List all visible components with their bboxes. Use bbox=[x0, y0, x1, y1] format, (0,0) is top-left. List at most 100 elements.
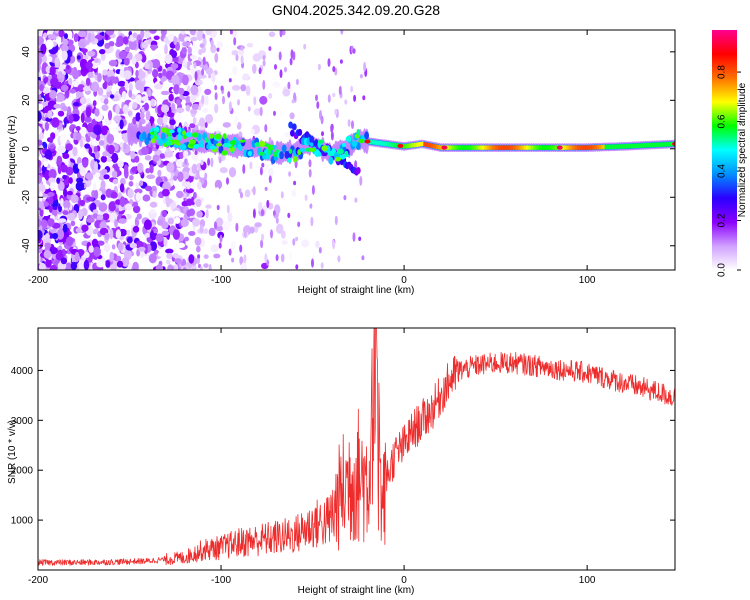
heatmap-noise-cell bbox=[80, 112, 85, 124]
heatmap-noise-cell bbox=[38, 36, 44, 46]
heatmap-noise-cell bbox=[301, 239, 310, 248]
heatmap-noise-cell bbox=[58, 30, 65, 38]
heatmap-ridge-core bbox=[578, 145, 582, 150]
heatmap-noise-cell bbox=[61, 50, 68, 61]
heatmap-ridge-core bbox=[386, 142, 389, 147]
heatmap-noise-cell bbox=[48, 206, 53, 213]
heatmap-noise-cell bbox=[144, 233, 151, 238]
heatmap-noise-cell bbox=[99, 49, 106, 55]
heatmap-noise-cell bbox=[141, 41, 149, 49]
heatmap-ridge-core bbox=[449, 145, 452, 150]
heatmap-ridge-blob bbox=[254, 142, 261, 147]
heatmap-ridge-blob bbox=[287, 157, 292, 163]
heatmap-ridge-core bbox=[496, 145, 499, 150]
heatmap-noise-cell bbox=[48, 196, 54, 206]
heatmap-noise-cell bbox=[204, 99, 209, 105]
heatmap-noise-cell bbox=[317, 63, 321, 71]
heatmap-noise-cell bbox=[60, 84, 69, 92]
heatmap-noise-cell bbox=[227, 212, 233, 223]
heatmap-ridge-core bbox=[498, 145, 501, 150]
heatmap-noise-cell bbox=[259, 106, 263, 117]
heatmap-noise-cell bbox=[210, 244, 219, 253]
heatmap-noise-cell bbox=[229, 30, 233, 35]
heatmap-noise-cell bbox=[79, 96, 87, 105]
heatmap-noise-cell bbox=[68, 114, 74, 124]
heatmap-noise-cell bbox=[64, 33, 68, 40]
heatmap-noise-cell bbox=[149, 44, 159, 50]
heatmap-ridge-core bbox=[527, 145, 530, 150]
heatmap-noise-cell bbox=[261, 233, 264, 241]
heatmap-noise-cell bbox=[202, 56, 206, 66]
heatmap-noise-cell bbox=[116, 35, 125, 47]
heatmap-noise-cell bbox=[111, 152, 119, 163]
heatmap-noise-cell bbox=[116, 255, 122, 262]
heatmap-noise-cell bbox=[60, 164, 68, 173]
y-tick-label: 3000 bbox=[11, 416, 34, 427]
heatmap-noise-cell bbox=[135, 80, 142, 91]
heatmap-noise-cell bbox=[189, 123, 196, 129]
heatmap-ridge-branch bbox=[291, 123, 297, 131]
heatmap-noise-cell bbox=[358, 236, 362, 241]
heatmap-noise-cell bbox=[100, 125, 108, 136]
heatmap-ridge-blob bbox=[258, 140, 266, 147]
heatmap-noise-cell bbox=[94, 58, 99, 63]
heatmap-noise-cell bbox=[106, 133, 115, 144]
heatmap-ridge-core bbox=[502, 145, 505, 150]
heatmap-noise-cell bbox=[105, 260, 111, 268]
heatmap-noise-cell bbox=[332, 92, 336, 98]
heatmap-noise-cell bbox=[62, 223, 68, 233]
heatmap-noise-cell bbox=[157, 251, 165, 257]
heatmap-noise-cell bbox=[214, 84, 218, 91]
heatmap-noise-cell bbox=[49, 90, 57, 99]
heatmap-noise-cell bbox=[70, 194, 79, 204]
heatmap-noise-cell bbox=[243, 228, 247, 238]
heatmap-noise-cell bbox=[310, 216, 314, 227]
heatmap-noise-cell bbox=[92, 100, 97, 107]
heatmap-noise-cell bbox=[276, 223, 284, 234]
heatmap-noise-cell bbox=[203, 254, 209, 259]
heatmap-noise-cell bbox=[138, 71, 146, 79]
heatmap-noise-cell bbox=[327, 94, 331, 103]
heatmap-noise-cell bbox=[49, 144, 55, 150]
heatmap-noise-cell bbox=[182, 192, 187, 199]
heatmap-noise-cell bbox=[102, 69, 108, 76]
heatmap-noise-cell bbox=[38, 72, 41, 78]
heatmap-ridge-band bbox=[158, 138, 164, 147]
heatmap-noise-cell bbox=[151, 185, 157, 193]
heatmap-noise-cell bbox=[240, 262, 247, 270]
heatmap-noise-cell bbox=[67, 212, 76, 221]
heatmap-noise-cell bbox=[182, 74, 189, 86]
heatmap-noise-cell bbox=[172, 210, 181, 217]
heatmap-noise-cell bbox=[138, 246, 146, 252]
heatmap-noise-cell bbox=[270, 229, 273, 239]
heatmap-noise-cell bbox=[79, 138, 84, 148]
heatmap-noise-cell bbox=[272, 210, 276, 216]
heatmap-noise-cell bbox=[39, 184, 46, 194]
heatmap-noise-cell bbox=[97, 87, 104, 96]
heatmap-ridge-core bbox=[608, 144, 611, 149]
heatmap-noise-cell bbox=[184, 157, 188, 165]
heatmap-noise-cell bbox=[108, 66, 114, 71]
heatmap-noise-cell bbox=[165, 248, 174, 254]
heatmap-ridge-core bbox=[461, 145, 464, 150]
heatmap-noise-cell bbox=[289, 57, 293, 66]
heatmap-noise-cell bbox=[94, 30, 104, 33]
heatmap-ridge-core bbox=[525, 145, 528, 150]
heatmap-noise-cell bbox=[159, 153, 166, 159]
heatmap-noise-cell bbox=[185, 188, 194, 194]
heatmap-noise-cell bbox=[196, 245, 201, 253]
heatmap-noise-cell bbox=[78, 126, 87, 135]
heatmap-noise-cell bbox=[85, 135, 91, 143]
heatmap-noise-cell bbox=[81, 48, 88, 53]
heatmap-noise-cell bbox=[176, 190, 184, 199]
heatmap-noise-cell bbox=[142, 255, 148, 263]
heatmap-noise-cell bbox=[288, 171, 292, 177]
heatmap-ridge-core bbox=[566, 145, 569, 150]
heatmap-ridge-blob bbox=[193, 144, 199, 150]
heatmap-noise-cell bbox=[142, 194, 151, 202]
heatmap-noise-cell bbox=[188, 231, 196, 236]
y-tick-label: 4000 bbox=[11, 366, 34, 377]
heatmap-noise-cell bbox=[320, 262, 324, 269]
heatmap-noise-cell bbox=[273, 110, 276, 116]
